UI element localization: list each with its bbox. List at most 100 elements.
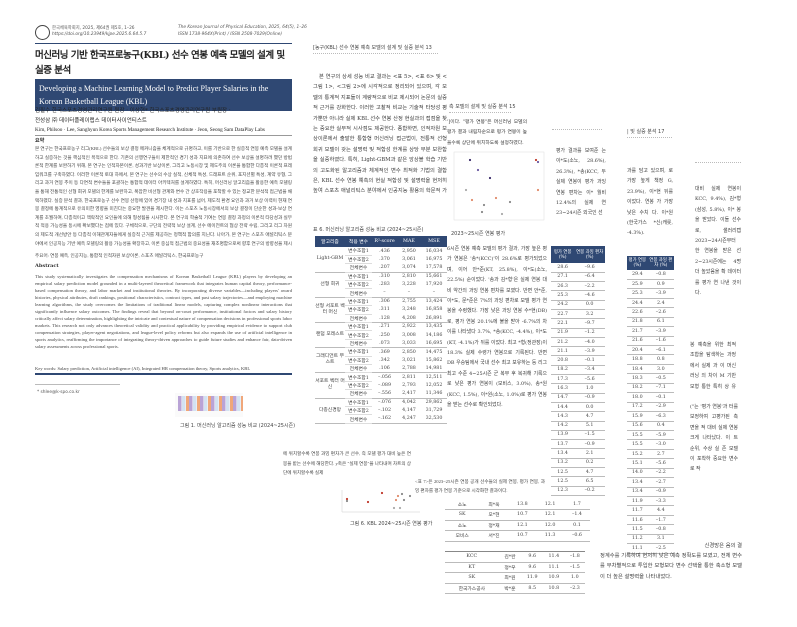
table-header-cell: 적용 변수 [345,236,372,247]
table-cell: 29.4 [627,270,648,280]
table-row: 14.0 –2.2 [627,468,674,479]
table-row: 11.2 3.1 [627,534,674,545]
figure1-bar [178,396,182,411]
table-cell: 변수조합1 [345,297,372,307]
table-cell: –6.4 [574,272,605,283]
figure6-point [392,506,396,510]
table-row: 18.8 0.8 [627,354,674,365]
table-cell: 12,511 [425,374,443,380]
table-cell: 2,922 [402,324,416,330]
table-cell: 변수조합2 [345,356,372,365]
figure6-point [366,500,370,504]
table-cell: 0.1 [563,520,590,531]
table-cell: .436 [379,248,390,254]
table-cell: 전체변수 [345,389,372,399]
table-row: 22.7 3.2 [551,309,605,320]
table-cell: 10.7 [508,530,537,542]
table-cell: 변수조합2 [345,255,372,265]
algorithm-name: Light-GBM [315,247,345,273]
table-header-cell: R²-score [372,236,397,247]
table-cell: 2,810 [402,274,416,280]
authors-en: Kim, Philsoo · Lee, Sanghyun Korea Sport… [35,127,265,133]
figure-point [536,188,540,192]
table-row: 전체변수 –.162 4,247 32,530 [315,414,447,424]
table-row: 14.2 5.1 [551,421,605,431]
table-cell: 4.4 [647,505,674,516]
table-cell: 0.4 [647,421,674,431]
table-cell: 전체변수 [345,364,372,374]
table-cell: 전체변수 [345,288,372,298]
doi-link[interactable]: https://doi.org/10.23949/kjpe.2025.6.64.… [52,32,147,37]
table-cell: 4,247 [397,414,421,424]
table-cell: 변수조합1 [345,347,372,357]
table-cell: –2.7 [647,477,674,488]
table-cell: –0.6 [563,530,590,542]
table-cell: –0.2 [574,486,605,496]
figure1-bar [211,396,215,411]
table-cell: 1.0 [574,383,605,394]
title-line-1: 머신러닝 기반 한국프로농구(KBL) 선수 연봉 예측 모델의 설계 및 [35,50,285,61]
table-cell: 3,074 [397,263,421,273]
page4-body-text: 평가 결과를 보여준 는 이*도(소노, 28.6%), 26.3%), *송(… [556,148,606,216]
page3-running-head: 측 모델의 설계 및 실증 분석 15 [449,103,516,113]
table-cell: –2.2 [647,468,674,479]
table-cell: –3.0 [647,439,674,450]
table-cell: –0.9 [574,393,605,403]
table-cell: 21.8 [627,317,648,328]
page2-body-text: 본 연구의 상세 성능 비교 결과는 <표 5>, <표 6> 및 <그림 1>… [313,74,447,195]
table-row: 20.4 –6.1 [627,345,674,356]
table-cell: 25.3 [551,290,575,301]
page5-running-head: | 및 실증 분석 17 [627,128,672,138]
figure-point [536,160,540,164]
page6-body-text-1: 대비 실제 연봉이 KCC, 9.4%), 김*형 (삼성, 5.8%), 이*… [695,186,741,297]
table-cell: 2.4 [647,298,674,309]
table-cell: 29,862 [425,399,443,405]
table-cell: –3.9 [574,346,605,357]
table-cell: .250 [379,332,390,338]
table-cell: 2,793 [402,382,416,388]
table-cell: 18.3 [627,373,648,384]
table-row: 변수조합2 .311 3,248 16,858 [315,305,447,315]
table-cell: 15.1 [627,458,648,469]
table-cell: 한국가스공사 [445,583,499,594]
table-row: 17.2 –2.9 [627,402,674,413]
corresponding-email[interactable]: * shlee@k-spo.co.kr [37,390,80,395]
table-cell: .369 [379,349,390,355]
table-cell: 21.7 [627,326,648,337]
table-row: 26.3 –2.2 [551,281,605,292]
english-title-banner: Developing a Machine Learning Model to P… [35,79,292,111]
title-line-2: 실증 분석 [35,65,71,76]
table-cell: 14.0 [627,468,648,479]
table-cell: 변수조합2 [345,381,372,391]
table-row: 20.8 –0.1 [551,355,605,366]
table-row: 24.2 0.0 [551,300,605,311]
table-row: 21.9 –1.2 [551,328,605,338]
table-row: 25.3 –4.6 [551,290,605,301]
table-cell: 17.2 [627,402,648,413]
table-cell: .342 [379,357,390,363]
table-header-cell: 평가 연봉 (%) [551,246,575,263]
table-cell: –1.5 [564,562,585,573]
table-cell: 11.1 [627,543,648,554]
table-cell: 변수조합1 [345,398,372,407]
page3-intro-text: ']이다. "평가 연봉"은 머신러닝 모델의 평가 결과 내림차순으로 평가 … [447,120,527,146]
table-cell: –2.9 [647,402,674,413]
table-row: 전체변수 .106 2,788 14,981 [315,364,447,374]
figure6-point [394,498,398,502]
table-cell: –5.9 [647,430,674,441]
table-cell: 11.9 [521,572,544,584]
table-cell: 3,021 [402,357,416,363]
table-cell: –1.5 [574,430,605,441]
table-row: 전체변수 .073 3,033 16,695 [315,339,447,349]
table-row: 21.1 –3.9 [551,346,605,357]
table-cell: 21.6 [627,336,648,347]
figure6-point [398,506,402,510]
table-cell: 12.1 [536,499,564,510]
table-cell: 14.7 [551,393,575,403]
table-row: 선형 회귀 변수조합1 .310 2,810 15,661 [315,272,447,298]
table-cell: 25.9 [627,279,648,290]
figure1-bar-chart-thumbnail [175,393,243,417]
table-cell: 11.6 [627,515,648,526]
table-cell: 2,788 [397,364,421,374]
journal-name-en: The Korean Journal of Physical Education… [178,25,307,30]
